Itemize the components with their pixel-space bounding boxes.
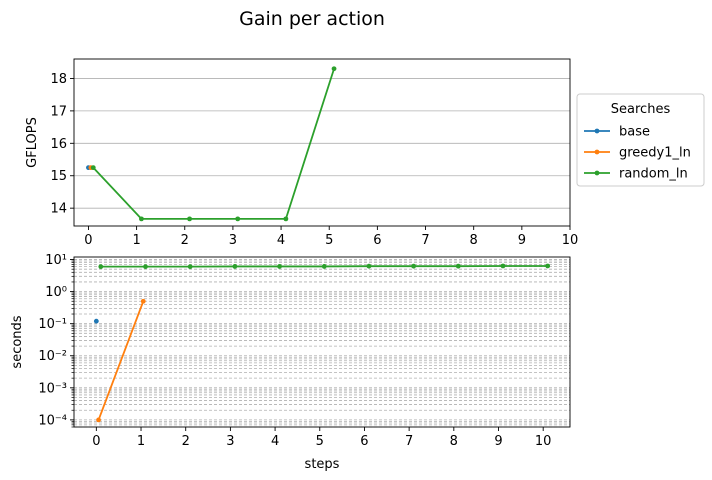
x-tick-label: 1 <box>132 233 140 248</box>
data-point-random_ln <box>321 264 327 269</box>
series-base <box>93 318 99 324</box>
x-tick-label: 5 <box>316 434 324 449</box>
x-tick-label: 0 <box>84 233 92 248</box>
data-point-random_ln <box>411 263 417 269</box>
legend-swatch-marker <box>594 149 600 155</box>
x-tick-label: 3 <box>226 434 234 449</box>
series-random_ln <box>98 263 551 270</box>
data-point-random_ln <box>143 264 148 270</box>
legend: Searches base greedy1_ln random_ln <box>576 93 705 187</box>
series-greedy1_ln <box>96 298 146 423</box>
x-tick-label: 3 <box>229 233 237 248</box>
data-point-random_ln <box>187 216 192 222</box>
data-point-random_ln <box>277 264 282 269</box>
y-axis-label: seconds <box>10 315 25 368</box>
y-tick-label: 16 <box>50 137 67 152</box>
series-random_ln <box>90 66 337 222</box>
y-tick-label: 10⁻³ <box>38 381 67 396</box>
data-point-random_ln <box>500 263 506 269</box>
x-tick-label: 10 <box>562 233 579 248</box>
y-tick-label: 18 <box>50 72 67 87</box>
axes-frame <box>73 256 571 428</box>
y-tick-label: 15 <box>50 169 67 184</box>
y-tick-label: 17 <box>50 104 67 119</box>
series-line-random_ln <box>92 68 335 220</box>
x-tick-label: 5 <box>325 233 333 248</box>
x-tick-label: 9 <box>494 434 502 449</box>
data-point-random_ln <box>98 264 104 270</box>
data-point-random_ln <box>139 216 144 222</box>
data-point-greedy1_ln <box>96 417 101 423</box>
legend-swatch-marker <box>594 128 600 134</box>
y-tick-label: 10¹ <box>45 253 67 268</box>
top-chart-gflops: 0 1 2 3 4 5 6 7 8 9 10 14 15 16 17 18 GFLOPS <box>25 58 579 248</box>
y-axis-label: GFLOPS <box>25 117 40 168</box>
bottom-chart-seconds: 0 1 2 3 4 5 6 7 8 9 10 10⁻⁴ 10⁻³ 10⁻² 10⁻¹ 10⁰ 10¹ second… <box>10 253 571 472</box>
figure-title: Gain per action <box>239 8 385 30</box>
x-tick-label: 8 <box>450 434 458 449</box>
data-point-random_ln <box>232 264 238 269</box>
y-tick-label: 10⁻² <box>38 349 67 364</box>
x-tick-label: 1 <box>137 434 145 449</box>
x-tick-label: 6 <box>360 434 368 449</box>
x-tick-label: 2 <box>181 233 189 248</box>
data-point-random_ln <box>283 216 289 222</box>
legend-entry-greedy1_ln: greedy1_ln <box>584 146 691 161</box>
axes-frame <box>73 58 571 227</box>
x-tick-label: 4 <box>277 233 285 248</box>
x-tick-label: 0 <box>92 434 100 449</box>
legend-entry-label: base <box>619 125 650 140</box>
legend-entry-base: base <box>584 125 650 140</box>
x-tick-label: 9 <box>518 233 526 248</box>
data-point-random_ln <box>90 165 96 171</box>
data-point-greedy1_ln <box>140 298 146 304</box>
legend-entry-random_ln: random_ln <box>584 167 688 182</box>
legend-title: Searches <box>611 102 671 117</box>
y-tick-label: 14 <box>50 202 67 217</box>
y-tick-label: 10⁰ <box>45 285 67 300</box>
series-line-greedy1_ln <box>97 300 145 421</box>
data-point-random_ln <box>545 263 551 269</box>
x-tick-label: 8 <box>470 233 478 248</box>
data-point-random_ln <box>366 263 372 269</box>
legend-swatch-marker <box>594 170 600 176</box>
x-tick-label: 4 <box>271 434 279 449</box>
x-tick-label: 2 <box>182 434 190 449</box>
x-tick-label: 10 <box>535 434 552 449</box>
data-point-base <box>93 318 99 324</box>
data-point-random_ln <box>455 263 461 269</box>
y-tick-label: 10⁻¹ <box>38 317 67 332</box>
x-tick-label: 7 <box>405 434 413 449</box>
x-axis-label: steps <box>305 457 340 472</box>
legend-box <box>576 93 705 187</box>
x-tick-label: 7 <box>421 233 429 248</box>
data-point-random_ln <box>187 264 193 270</box>
legend-entry-label: greedy1_ln <box>619 146 691 161</box>
y-tick-label: 10⁻⁴ <box>38 413 67 428</box>
x-tick-label: 6 <box>373 233 381 248</box>
legend-entry-label: random_ln <box>619 167 688 182</box>
data-point-random_ln <box>331 66 337 72</box>
data-point-random_ln <box>235 216 241 222</box>
